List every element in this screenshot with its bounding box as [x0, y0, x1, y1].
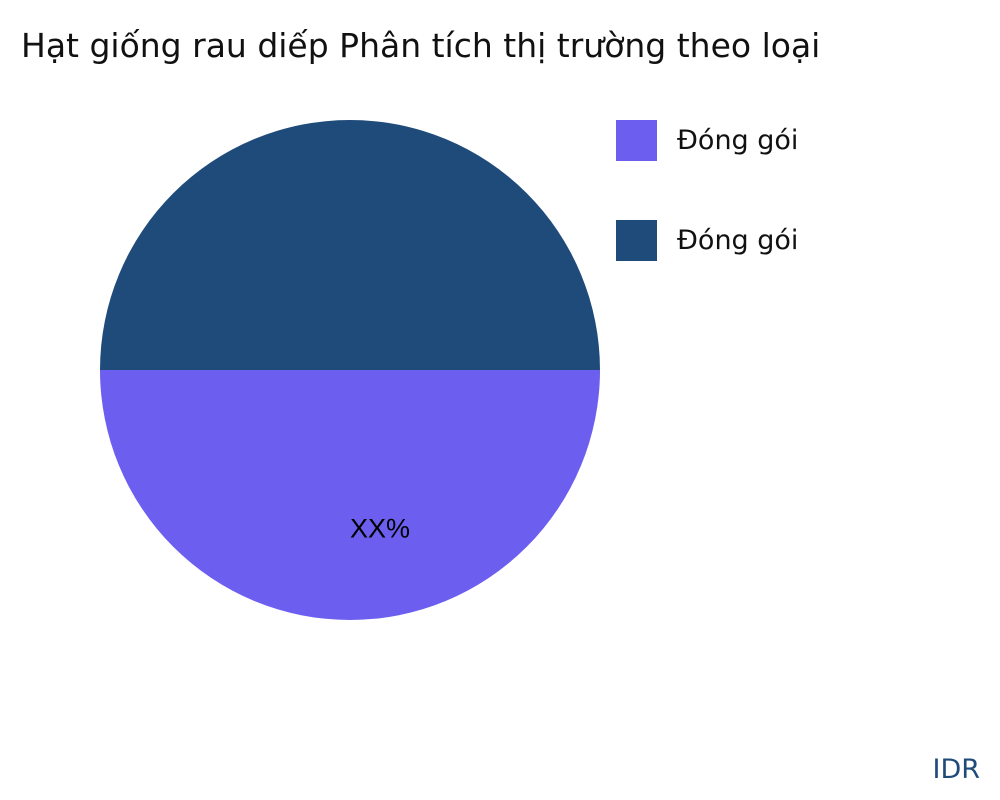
pie-slice: [100, 120, 600, 370]
brand-logo: IDR: [932, 754, 980, 785]
pie-slice: [100, 370, 600, 620]
slice-data-label: XX%: [350, 514, 410, 544]
legend-swatch: [616, 220, 657, 261]
legend-item: Đóng gói: [616, 220, 798, 261]
chart-title: Hạt giống rau diếp Phân tích thị trường …: [21, 26, 821, 65]
legend-item: Đóng gói: [616, 120, 798, 161]
legend-label: Đóng gói: [677, 225, 799, 256]
legend-swatch: [616, 120, 657, 161]
legend-label: Đóng gói: [677, 125, 799, 156]
